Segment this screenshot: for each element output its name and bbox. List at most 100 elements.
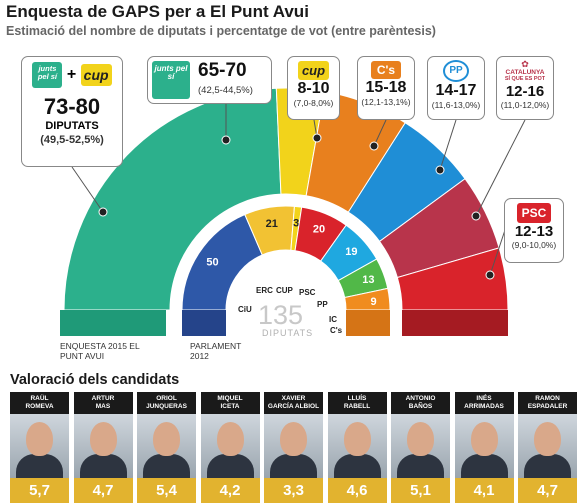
- candidate-card: ARTUR MAS 4,7: [73, 392, 133, 503]
- candidate-last-name: BAÑOS: [408, 403, 433, 410]
- candidate-body-shape: [270, 454, 317, 478]
- candidate-body-shape: [397, 454, 444, 478]
- candidate-photo: [264, 414, 323, 478]
- candidate-score: 4,2: [200, 478, 260, 503]
- candidate-card: ANTONIO BAÑOS 5,1: [391, 392, 450, 503]
- inner-seat-value: 3: [293, 218, 299, 230]
- candidate-photo: [73, 414, 133, 478]
- candidate-first-name: ARTUR: [91, 395, 115, 402]
- candidate-first-name: MIQUEL: [217, 395, 243, 402]
- inner-label-cs: C's: [330, 326, 343, 335]
- candidate-last-name: JUNQUERAS: [146, 403, 187, 410]
- candidate-score: 4,1: [454, 478, 514, 503]
- candidate-name: RAMON ESPADALER: [518, 392, 577, 414]
- connector-dot: [221, 135, 231, 145]
- connector-line: [489, 229, 506, 276]
- candidate-last-name: ESPADALER: [527, 403, 568, 410]
- seats-psc: 12-13: [514, 223, 554, 240]
- seats-pp: 14-17: [435, 82, 477, 99]
- candidate-face-shape: [153, 422, 180, 456]
- candidate-body-shape: [16, 454, 63, 478]
- seats-cs: 15-18: [365, 79, 407, 96]
- candidate-score: 4,7: [73, 478, 133, 503]
- candidate-body-shape: [143, 454, 190, 478]
- candidate-card: LLUÍS RABELL 4,6: [327, 392, 387, 503]
- connector-dot: [435, 165, 445, 175]
- candidate-photo: [391, 414, 450, 478]
- connector-dot: [485, 270, 495, 280]
- candidate-first-name: RAÜL: [30, 395, 49, 402]
- candidate-score: 3,3: [264, 478, 323, 503]
- candidate-body-shape: [206, 454, 254, 478]
- box-pp: PP 14-17 (11,6-13,0%): [427, 56, 485, 120]
- inner-label-psc: PSC: [299, 288, 316, 297]
- candidate-photo: [327, 414, 387, 478]
- inner-caption: PARLAMENT 2012: [190, 341, 242, 361]
- center-text: DIPUTATS: [262, 328, 314, 338]
- inner-label-ciu: CiU: [238, 305, 252, 314]
- candidate-score: 5,7: [10, 478, 69, 503]
- candidate-first-name: ORIOL: [156, 395, 177, 402]
- candidate-last-name: ARRIMADAS: [464, 403, 504, 410]
- inner-seat-value: 13: [362, 274, 374, 286]
- candidate-card: INÉS ARRIMADAS 4,1: [454, 392, 514, 503]
- pct-jxsi: (42,5-44,5%): [198, 85, 253, 96]
- candidate-name: ANTONIO BAÑOS: [391, 392, 450, 414]
- logo-cup: cup: [80, 64, 112, 86]
- candidate-body-shape: [333, 454, 381, 478]
- candidate-card: XAVIER GARCÍA ALBIOL 3,3: [264, 392, 323, 503]
- chart-subtitle: Estimació del nombre de diputats i perce…: [6, 24, 436, 38]
- inner-label-ic: IC: [329, 315, 337, 324]
- candidate-name: LLUÍS RABELL: [327, 392, 387, 414]
- inner-seat-value: 9: [370, 296, 376, 308]
- box-csqp: ✿ CATALUNYA SÍ QUE ES POT 12-16 (11,0-12…: [496, 56, 554, 120]
- candidate-first-name: RAMON: [535, 395, 560, 402]
- chart-title: Enquesta de GAPS per a El Punt Avui: [6, 2, 309, 21]
- seats-cup: 8-10: [297, 80, 330, 97]
- connector-line: [71, 166, 104, 213]
- candidate-body-shape: [460, 454, 508, 478]
- pct-pp: (11,6-13,0%): [431, 100, 481, 110]
- candidate-face-shape: [89, 422, 117, 456]
- connector-dot: [98, 207, 108, 217]
- candidate-first-name: ANTONIO: [405, 395, 436, 402]
- candidate-photo: [518, 414, 577, 478]
- pct-cs: (12,1-13,1%): [361, 97, 411, 107]
- candidate-photo: [10, 414, 69, 478]
- candidate-card: MIQUEL ICETA 4,2: [200, 392, 260, 503]
- logo-junts-2: junts pel sí: [152, 61, 190, 99]
- outer-base-right: [402, 310, 508, 336]
- candidate-face-shape: [407, 422, 434, 456]
- candidate-last-name: ICETA: [220, 403, 240, 410]
- inner-base-right: [346, 310, 390, 336]
- inner-seat-value: 20: [313, 223, 325, 235]
- inner-seat-value: 19: [345, 246, 357, 258]
- parliament-hemicycle: 50 21 3 20 19 13 9: [60, 87, 526, 336]
- candidate-first-name: LLUÍS: [347, 395, 367, 402]
- candidate-score: 4,7: [518, 478, 577, 503]
- candidate-score: 5,1: [391, 478, 450, 503]
- logo-cs: C's: [370, 61, 402, 79]
- center-number: 135: [258, 300, 304, 330]
- logo-csqp-line2: SÍ QUE ES POT: [504, 76, 546, 82]
- logo-pp: PP: [443, 60, 469, 82]
- box-cup: cup 8-10 (7,0-8,0%): [287, 56, 340, 120]
- seats-label: DIPUTATS: [45, 120, 99, 132]
- inner-base-left: [182, 310, 226, 336]
- outer-base-left: [60, 310, 166, 336]
- inner-label-cup: CUP: [276, 286, 293, 295]
- connector-dot: [471, 211, 481, 221]
- candidate-score: 4,6: [327, 478, 387, 503]
- candidate-card: RAÜL ROMEVA 5,7: [10, 392, 69, 503]
- candidate-body-shape: [524, 454, 571, 478]
- candidate-card: RAMON ESPADALER 4,7: [518, 392, 577, 503]
- connector-dot: [369, 141, 379, 151]
- candidate-last-name: MAS: [95, 403, 111, 410]
- pct-cup: (7,0-8,0%): [293, 98, 334, 108]
- candidate-last-name: RABELL: [343, 403, 371, 410]
- candidate-name: XAVIER GARCÍA ALBIOL: [264, 392, 323, 414]
- connector-dot: [312, 133, 322, 143]
- seats-csqp: 12-16: [505, 83, 545, 100]
- connector-line: [475, 119, 526, 217]
- box-cs: C's 15-18 (12,1-13,1%): [357, 56, 415, 120]
